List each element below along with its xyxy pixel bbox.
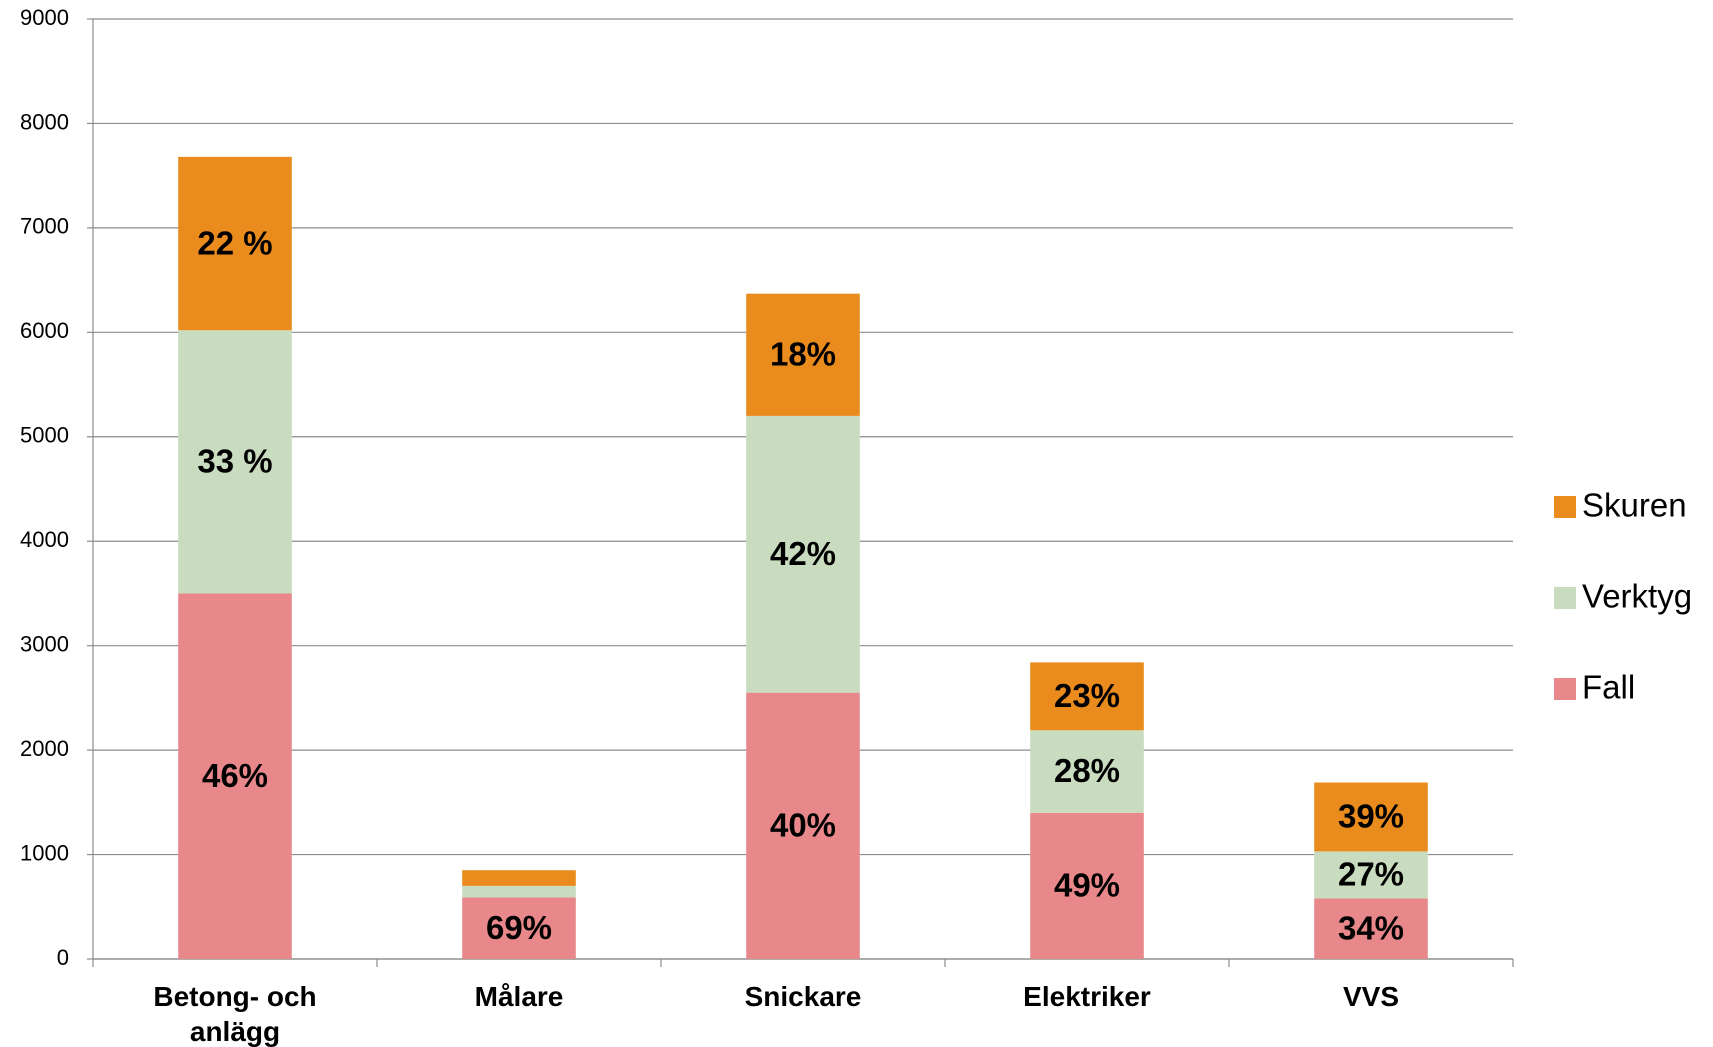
x-tick-label: Snickare (744, 981, 862, 1012)
x-tick-label: Elektriker (1023, 981, 1151, 1012)
legend-label: Fall (1582, 669, 1635, 706)
bar-segment (1030, 812, 1144, 959)
x-tick-label: Betong- och anlägg (153, 981, 317, 1047)
data-label: 18% (770, 336, 836, 373)
data-label: 34% (1338, 909, 1404, 946)
bar-segment (746, 293, 860, 416)
bar-segment (1314, 851, 1428, 899)
y-tick-label: 3000 (20, 631, 69, 656)
bar-segment (178, 330, 292, 594)
bar-segment (1030, 730, 1144, 813)
y-tick-label: 2000 (20, 736, 69, 761)
legend-swatch (1554, 678, 1576, 700)
y-tick-label: 8000 (20, 109, 69, 134)
bar-segment (1030, 662, 1144, 731)
legend-swatch (1554, 587, 1576, 609)
data-label: 23% (1054, 677, 1120, 714)
bar-segment (746, 415, 860, 693)
data-label: 27% (1338, 856, 1404, 893)
legend-swatch (1554, 496, 1576, 518)
data-label: 69% (486, 909, 552, 946)
bar-segment (1314, 898, 1428, 959)
data-label: 40% (770, 807, 836, 844)
data-label: 46% (202, 757, 268, 794)
y-tick-label: 5000 (20, 423, 69, 448)
y-tick-label: 1000 (20, 840, 69, 865)
bar-segment (462, 897, 576, 959)
legend-label: Skuren (1582, 487, 1687, 524)
bar-segment (1314, 782, 1428, 852)
y-tick-label: 4000 (20, 527, 69, 552)
bar-segment (462, 870, 576, 886)
bar-segment (178, 156, 292, 331)
y-tick-label: 7000 (20, 214, 69, 239)
data-label: 42% (770, 535, 836, 572)
y-tick-label: 9000 (20, 5, 69, 30)
data-label: 49% (1054, 867, 1120, 904)
data-label: 39% (1338, 798, 1404, 835)
legend-label: Verktyg (1582, 578, 1692, 615)
bar-segment (746, 692, 860, 959)
x-tick-label: Målare (474, 981, 564, 1012)
data-label: 28% (1054, 752, 1120, 789)
bar-segment (178, 593, 292, 959)
data-label: 33 % (197, 443, 272, 480)
y-tick-label: 0 (57, 945, 69, 970)
x-tick-label: VVS (1342, 981, 1400, 1012)
data-label: 22 % (197, 224, 272, 261)
bar-segment (462, 885, 576, 898)
y-tick-label: 6000 (20, 318, 69, 343)
